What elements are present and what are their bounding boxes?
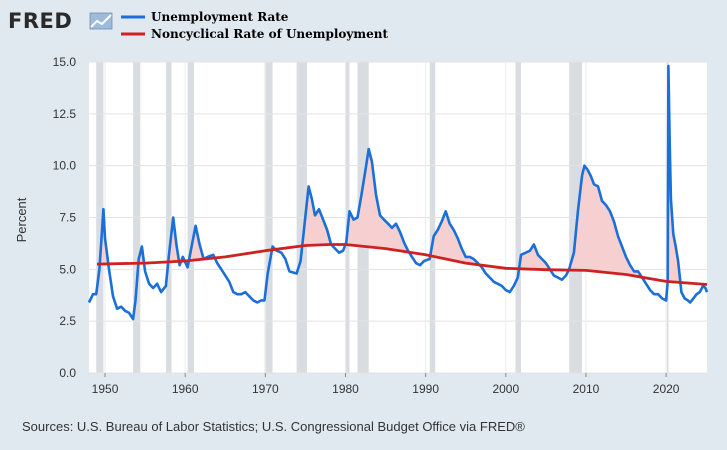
legend-label: Noncyclical Rate of Unemployment (151, 27, 388, 41)
y-tick-label: 0.0 (59, 366, 76, 380)
chart-line-icon (89, 12, 113, 30)
fred-logo-text: FRED (8, 9, 72, 33)
x-tick-label: 2000 (492, 382, 519, 396)
cyclical-gap-area (430, 211, 480, 265)
cyclical-gap-area (569, 165, 642, 278)
y-axis-ticks: 0.0 2.5 5.0 7.5 10.0 12.5 15.0 (53, 55, 77, 380)
cyclical-gap-area (345, 149, 409, 253)
source-note: Sources: U.S. Bureau of Labor Statistics… (22, 419, 525, 434)
x-tick-label: 1970 (252, 382, 279, 396)
y-tick-label: 7.5 (59, 211, 76, 225)
x-tick-label: 2010 (573, 382, 600, 396)
y-tick-label: 2.5 (59, 314, 76, 328)
fred-logo[interactable]: FRED (8, 9, 113, 33)
x-tick-label: 1950 (92, 382, 119, 396)
y-tick-label: 5.0 (59, 262, 76, 276)
y-tick-label: 10.0 (53, 159, 77, 173)
x-axis-ticks: 1950 1960 1970 1980 1990 2000 2010 2020 (92, 373, 680, 396)
legend-label: Unemployment Rate (151, 10, 289, 24)
series-lines (87, 64, 709, 321)
x-tick-label: 1960 (172, 382, 199, 396)
x-tick-label: 2020 (653, 382, 680, 396)
y-tick-label: 12.5 (53, 107, 77, 121)
cyclical-gap-area (189, 225, 215, 261)
x-tick-label: 1990 (412, 382, 439, 396)
cyclical-gap-area (519, 244, 550, 270)
y-tick-label: 15.0 (53, 55, 77, 69)
grid-lines (89, 61, 707, 374)
y-axis-title: Percent (14, 197, 29, 242)
chart-legend: Unemployment Rate Noncyclical Rate of Une… (121, 10, 388, 41)
x-tick-label: 1980 (332, 382, 359, 396)
series-noncyclical-rate-line (96, 243, 708, 286)
cyclical-gap-area (302, 186, 332, 246)
cyclical-gap-area (668, 75, 681, 283)
